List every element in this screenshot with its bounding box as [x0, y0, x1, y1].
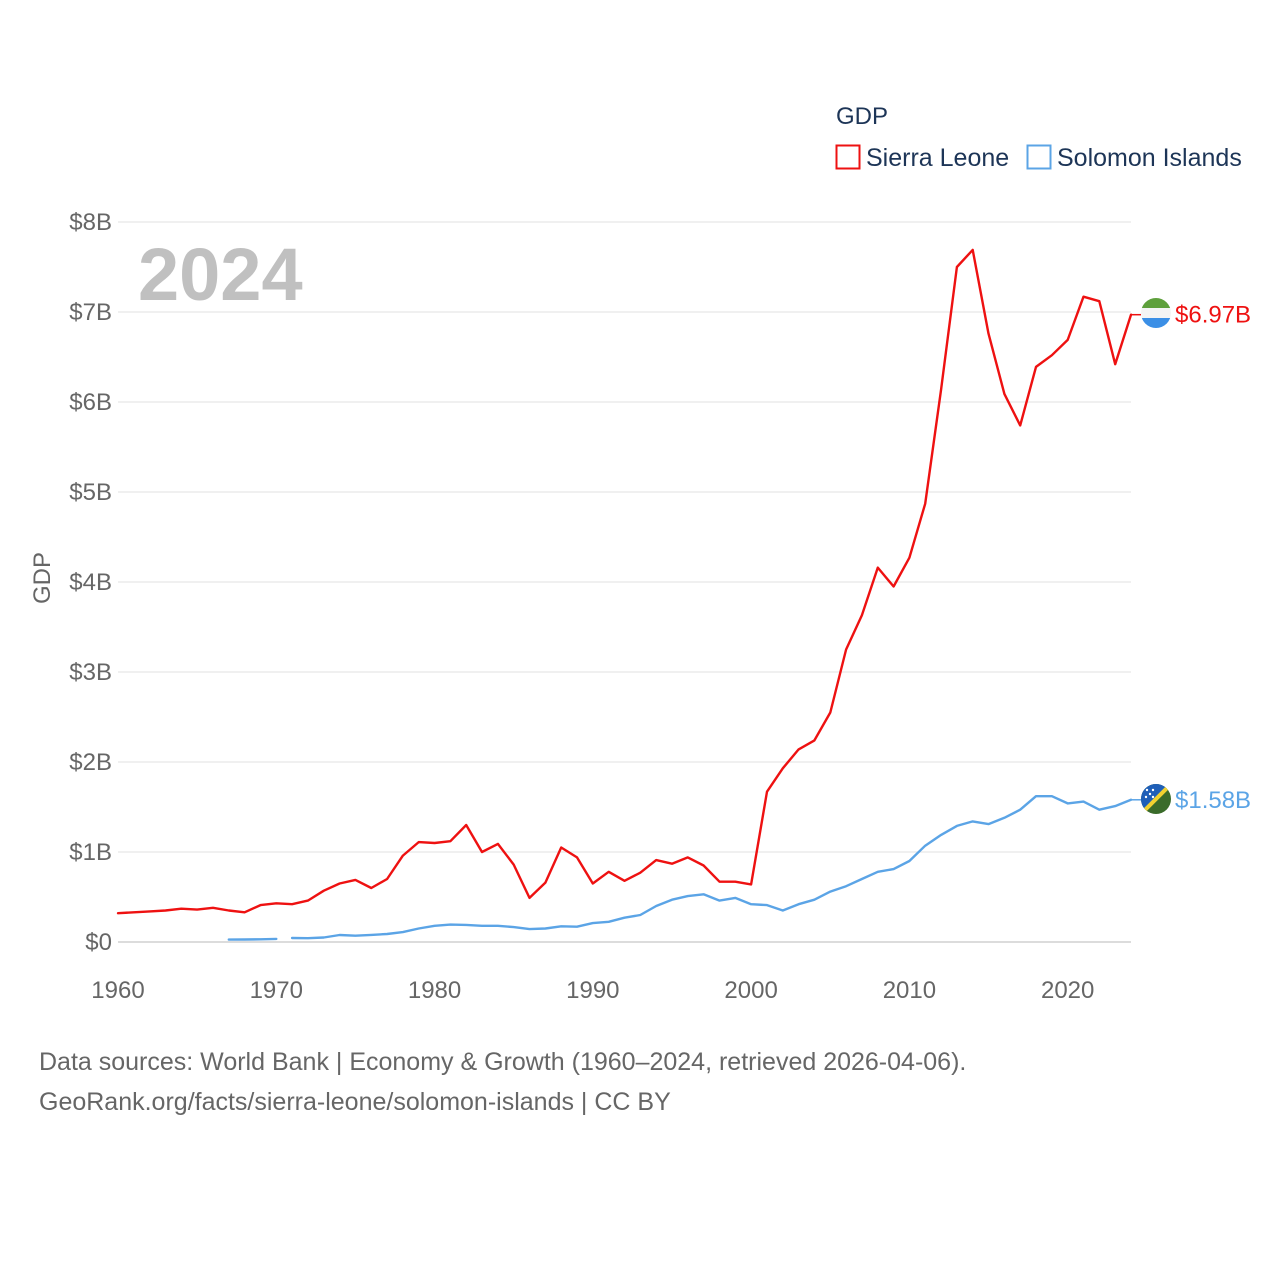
- series-line-solomon-islands: [290, 795, 1133, 940]
- series-end-markers: $6.97B $1.58B: [1131, 302, 1251, 814]
- legend-swatch-sierra-leone: [835, 144, 861, 170]
- x-tick-label: 1970: [250, 977, 303, 1004]
- x-tick-label: 2000: [724, 977, 777, 1004]
- x-tick-label: 2010: [883, 977, 936, 1004]
- x-tick-label: 1980: [408, 977, 461, 1004]
- source-line-2[interactable]: GeoRank.org/facts/sierra-leone/solomon-i…: [39, 1088, 671, 1116]
- y-axis-title: GDP: [29, 552, 56, 604]
- y-tick-label: $5B: [69, 479, 112, 506]
- y-tick-label: $4B: [69, 569, 112, 596]
- legend-label-solomon-islands: Solomon Islands: [1057, 144, 1242, 172]
- series-lines: [116, 248, 1133, 941]
- sierra-leone-flag-icon: [1141, 298, 1171, 328]
- end-value-label-sierra-leone: $6.97B: [1175, 302, 1251, 329]
- x-tick-label: 1960: [91, 977, 144, 1004]
- series-line-sierra-leone: [116, 248, 1133, 915]
- x-tick-label: 1990: [566, 977, 619, 1004]
- x-axis-ticks: 1960 1970 1980 1990 2000 2010 2020: [91, 977, 1094, 1004]
- y-tick-label: $3B: [69, 659, 112, 686]
- series-line-solomon-islands: [227, 937, 278, 941]
- y-tick-label: $6B: [69, 389, 112, 416]
- solomon-islands-flag-icon: [1141, 784, 1171, 814]
- y-tick-label: $8B: [69, 209, 112, 236]
- legend: GDP Sierra Leone Solomon Islands: [835, 103, 1242, 172]
- source-line-1: Data sources: World Bank | Economy & Gro…: [39, 1048, 967, 1076]
- legend-title: GDP: [836, 103, 888, 130]
- end-value-label-solomon-islands: $1.58B: [1175, 787, 1251, 814]
- legend-label-sierra-leone: Sierra Leone: [866, 144, 1009, 172]
- legend-item-solomon-islands[interactable]: Solomon Islands: [1026, 144, 1242, 172]
- y-tick-label: $0: [85, 929, 112, 956]
- legend-swatch-solomon-islands: [1026, 144, 1052, 170]
- y-axis-ticks: $0 $1B $2B $3B $4B $5B $6B $7B $8B: [69, 209, 112, 956]
- legend-item-sierra-leone[interactable]: Sierra Leone: [835, 144, 1010, 172]
- data-source-note: Data sources: World Bank | Economy & Gro…: [39, 1042, 966, 1122]
- year-overlay: 2024: [138, 233, 303, 316]
- y-tick-label: $7B: [69, 299, 112, 326]
- y-tick-label: $1B: [69, 839, 112, 866]
- grid: [118, 221, 1131, 943]
- x-tick-label: 2020: [1041, 977, 1094, 1004]
- y-tick-label: $2B: [69, 749, 112, 776]
